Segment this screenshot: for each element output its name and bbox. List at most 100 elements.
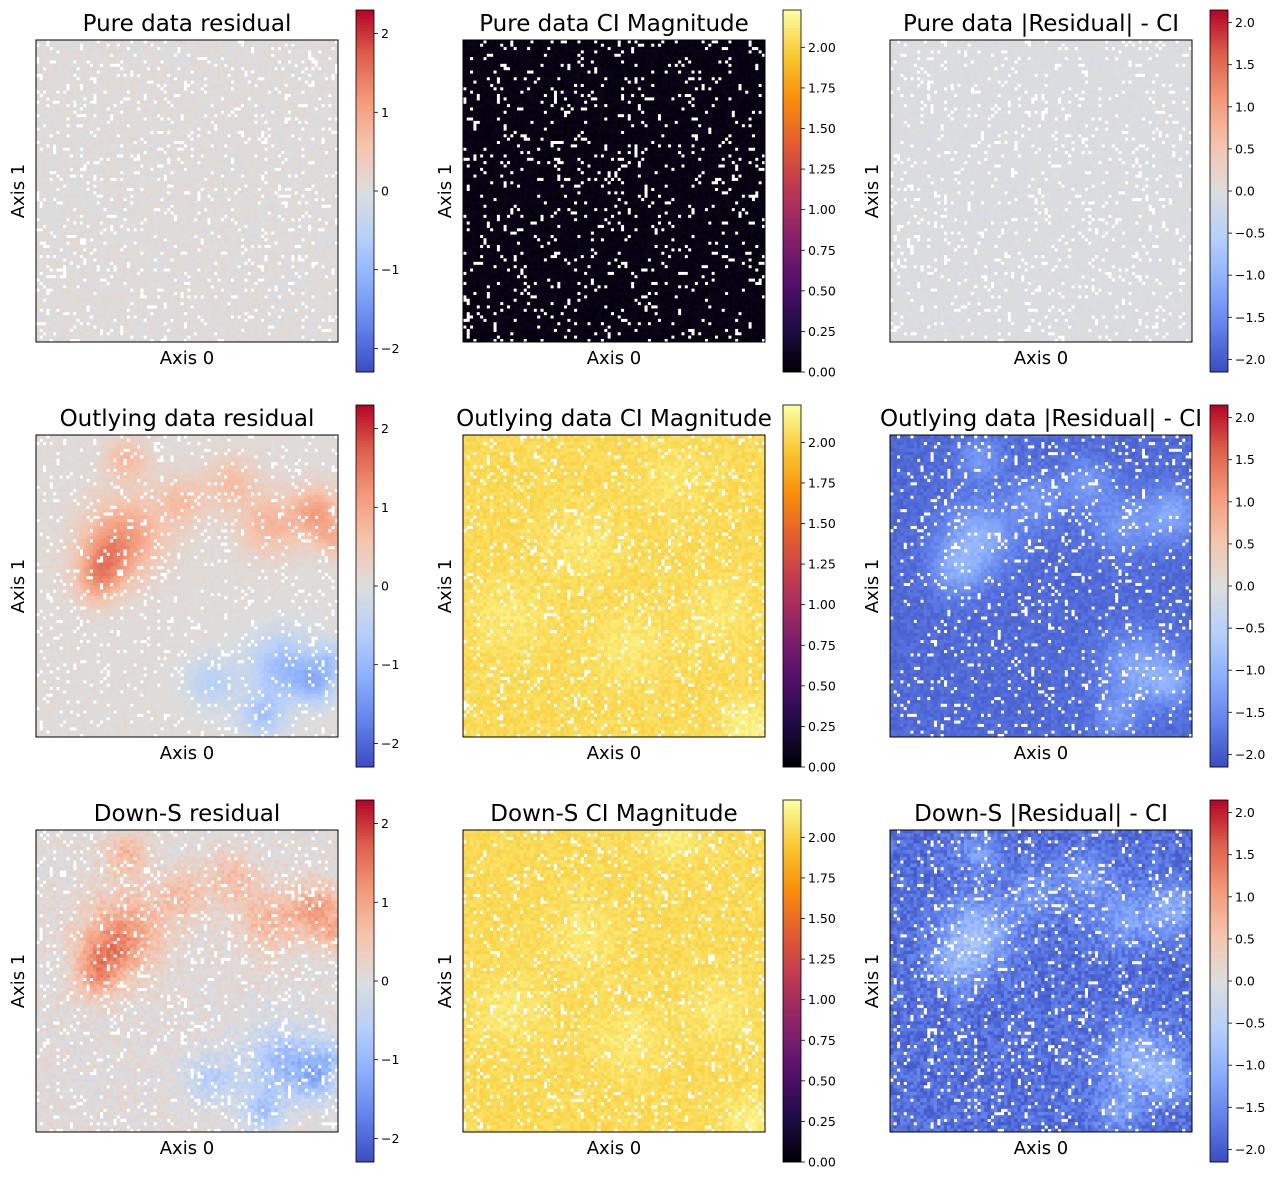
colorbar-tick-label: 0.50 xyxy=(808,678,836,693)
colorbar-tick-label: 2 xyxy=(381,816,389,831)
colorbar-tick-label: −1.0 xyxy=(1235,1058,1265,1073)
colorbar-tick-label: 1 xyxy=(381,500,389,515)
colorbar-tick-label: 0.25 xyxy=(808,324,836,339)
colorbar-tick-label: 0.25 xyxy=(808,719,836,734)
y-axis-label: Axis 1 xyxy=(435,559,456,614)
colorbar-tick-label: 1.5 xyxy=(1235,847,1255,862)
colorbar-tick-label: −2 xyxy=(381,736,399,751)
colorbar-tick-label: 0.0 xyxy=(1235,579,1255,594)
panel-title: Down-S |Residual| - CI xyxy=(914,801,1168,827)
colorbar-tick-label: 1.0 xyxy=(1235,889,1255,904)
colorbar-tick-label: 1.5 xyxy=(1235,452,1255,467)
colorbar-tick-label: 1.25 xyxy=(808,557,836,572)
heatmap xyxy=(36,830,338,1132)
colorbar-tick-label: 2 xyxy=(381,421,389,436)
colorbar-tick-label: 0.5 xyxy=(1235,931,1255,946)
panel-title: Down-S CI Magnitude xyxy=(490,801,737,827)
heatmap xyxy=(890,830,1192,1132)
x-axis-label: Axis 0 xyxy=(160,1138,215,1159)
colorbar-tick-label: 1.75 xyxy=(808,870,836,885)
colorbar-tick-label: 1.5 xyxy=(1235,57,1255,72)
y-axis-label: Axis 1 xyxy=(862,164,883,219)
colorbar-tick-label: 0 xyxy=(381,974,389,989)
y-axis-label: Axis 1 xyxy=(8,164,29,219)
colorbar-tick-label: 0.00 xyxy=(808,760,836,775)
colorbar: −2.0−1.5−1.0−0.50.00.51.01.52.0 xyxy=(1210,10,1265,372)
heatmap xyxy=(890,40,1192,342)
y-axis-label: Axis 1 xyxy=(435,954,456,1009)
x-axis-label: Axis 0 xyxy=(1014,1138,1069,1159)
x-axis-label: Axis 0 xyxy=(587,348,642,369)
colorbar-tick-label: 1.00 xyxy=(808,992,836,1007)
colorbar-tick-label: −1.0 xyxy=(1235,268,1265,283)
panel-9: Down-S |Residual| - CI Axis 0 Axis 1 −2.0 −1… xyxy=(862,800,1265,1162)
colorbar-tick-label: 0 xyxy=(381,579,389,594)
panel-title: Outlying data CI Magnitude xyxy=(456,406,772,432)
colorbar-tick-label: 1.50 xyxy=(808,121,836,136)
colorbar-tick-label: 0 xyxy=(381,184,389,199)
colorbar-tick-label: 2.0 xyxy=(1235,410,1255,425)
colorbar-tick-label: 0.5 xyxy=(1235,536,1255,551)
colorbar-tick-label: 0.75 xyxy=(808,243,836,258)
colorbar-tick-label: −1.5 xyxy=(1235,1100,1265,1115)
colorbar-tick-label: 1.00 xyxy=(808,597,836,612)
colorbar-tick-label: 2.00 xyxy=(808,40,836,55)
colorbar-tick-label: 1 xyxy=(381,895,389,910)
heatmap xyxy=(463,830,765,1132)
colorbar-tick-label: −1.5 xyxy=(1235,705,1265,720)
colorbar-tick-label: −0.5 xyxy=(1235,226,1265,241)
colorbar-tick-label: −1.5 xyxy=(1235,310,1265,325)
y-axis-label: Axis 1 xyxy=(8,559,29,614)
colorbar-tick-label: 2.00 xyxy=(808,830,836,845)
colorbar-tick-label: −2.0 xyxy=(1235,1142,1265,1157)
colorbar-tick-label: 0.75 xyxy=(808,1033,836,1048)
heatmap xyxy=(36,40,338,342)
panel-title: Outlying data |Residual| - CI xyxy=(880,406,1202,432)
heatmap xyxy=(36,435,338,737)
colorbar-tick-label: 2 xyxy=(381,26,389,41)
colorbar-tick-label: 2.0 xyxy=(1235,805,1255,820)
x-axis-label: Axis 0 xyxy=(587,743,642,764)
y-axis-label: Axis 1 xyxy=(862,954,883,1009)
panel-title: Pure data CI Magnitude xyxy=(479,11,749,37)
colorbar-tick-label: −0.5 xyxy=(1235,1016,1265,1031)
y-axis-label: Axis 1 xyxy=(8,954,29,1009)
colorbar-tick-label: −1 xyxy=(381,262,399,277)
colorbar-tick-label: 0.00 xyxy=(808,1155,836,1170)
colorbar-tick-label: 0.5 xyxy=(1235,141,1255,156)
colorbar-tick-label: 1.0 xyxy=(1235,99,1255,114)
x-axis-label: Axis 0 xyxy=(1014,743,1069,764)
panel-title: Pure data |Residual| - CI xyxy=(903,11,1179,37)
colorbar-tick-label: −0.5 xyxy=(1235,621,1265,636)
colorbar-tick-label: 1.0 xyxy=(1235,494,1255,509)
colorbar-tick-label: −2.0 xyxy=(1235,352,1265,367)
colorbar: −2.0−1.5−1.0−0.50.00.51.01.52.0 xyxy=(1210,800,1265,1162)
colorbar-tick-label: −1.0 xyxy=(1235,663,1265,678)
colorbar-tick-label: 2.00 xyxy=(808,435,836,450)
colorbar-tick-label: 2.0 xyxy=(1235,15,1255,30)
heatmap xyxy=(890,435,1192,737)
panel-title: Outlying data residual xyxy=(60,406,315,432)
heatmap xyxy=(463,435,765,737)
colorbar: −2.0 −1.5 −1.0 −0.5 0.0 0.5 1.0 1.5 2.0 xyxy=(1210,405,1265,767)
colorbar-tick-label: 0.50 xyxy=(808,1073,836,1088)
colorbar-tick-label: −1 xyxy=(381,1052,399,1067)
colorbar-tick-label: 1.25 xyxy=(808,162,836,177)
heatmap xyxy=(463,40,765,342)
colorbar-tick-label: 1.50 xyxy=(808,911,836,926)
x-axis-label: Axis 0 xyxy=(160,743,215,764)
colorbar-tick-label: 1.25 xyxy=(808,952,836,967)
colorbar-tick-label: −2.0 xyxy=(1235,747,1265,762)
colorbar: 0.000.250.500.751.001.251.501.752.00 xyxy=(783,800,836,1170)
colorbar-tick-label: 0.00 xyxy=(808,365,836,380)
y-axis-label: Axis 1 xyxy=(862,559,883,614)
